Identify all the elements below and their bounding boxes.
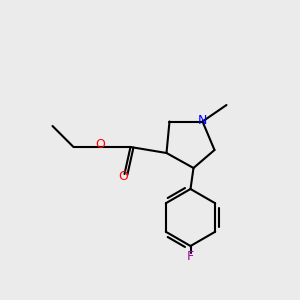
Text: O: O — [118, 170, 128, 184]
Text: N: N — [198, 113, 207, 127]
Text: F: F — [187, 250, 194, 263]
Text: O: O — [96, 138, 105, 151]
